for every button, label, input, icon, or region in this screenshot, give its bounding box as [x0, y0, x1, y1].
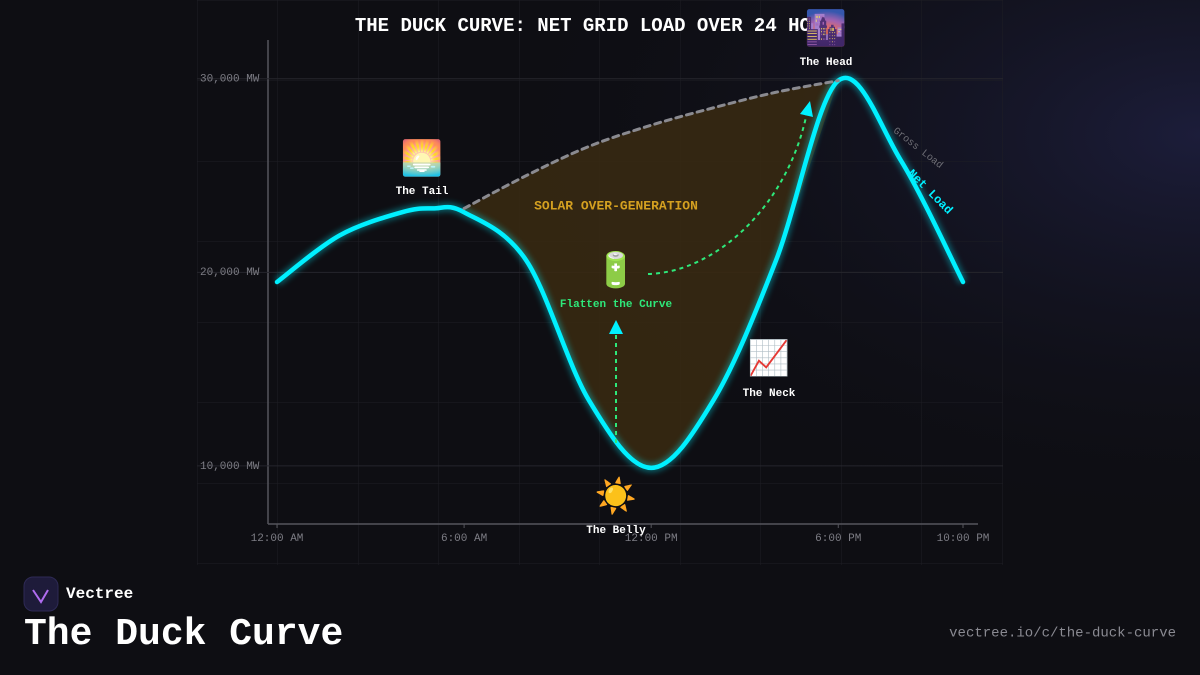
y-tick-label: 20,000 MW	[200, 267, 260, 279]
arrow	[647, 111, 808, 275]
line	[274, 75, 966, 471]
icon: 🌆	[805, 9, 847, 49]
url: vectree.io/c/the-duck-curve	[949, 626, 1176, 642]
x-tick-label: 12:00 AM	[251, 533, 304, 545]
chart-title: THE DUCK CURVE: NET GRID LOAD OVER 24 HO…	[355, 15, 845, 37]
icon: 📈	[748, 339, 790, 379]
line	[462, 79, 840, 210]
arrow-head	[800, 101, 813, 117]
annotation: The Tail	[396, 186, 449, 198]
arrow-head	[609, 320, 623, 334]
x-tick-label: 6:00 AM	[441, 533, 487, 545]
annotation: SOLAR OVER-GENERATION	[534, 198, 698, 213]
annotation: The Neck	[743, 388, 796, 400]
x-tick-label: 10:00 PM	[937, 533, 990, 545]
x-tick-label: 12:00 PM	[625, 533, 678, 545]
annotation: The Head	[800, 57, 853, 69]
y-tick-label: 10,000 MW	[200, 461, 260, 473]
annotation: Flatten the Curve	[560, 299, 673, 311]
y-tick-label: 30,000 MW	[200, 74, 260, 86]
logo-mark	[32, 589, 49, 604]
icon: ☀️	[595, 476, 637, 517]
icon: 🌅	[401, 139, 443, 179]
brand: Vectree	[66, 585, 133, 603]
annotation: The Belly	[586, 525, 646, 537]
x-tick-label: 6:00 PM	[815, 533, 861, 545]
logo	[23, 576, 59, 612]
icon: 🔋	[595, 251, 637, 291]
page-title: The Duck Curve	[24, 613, 343, 656]
